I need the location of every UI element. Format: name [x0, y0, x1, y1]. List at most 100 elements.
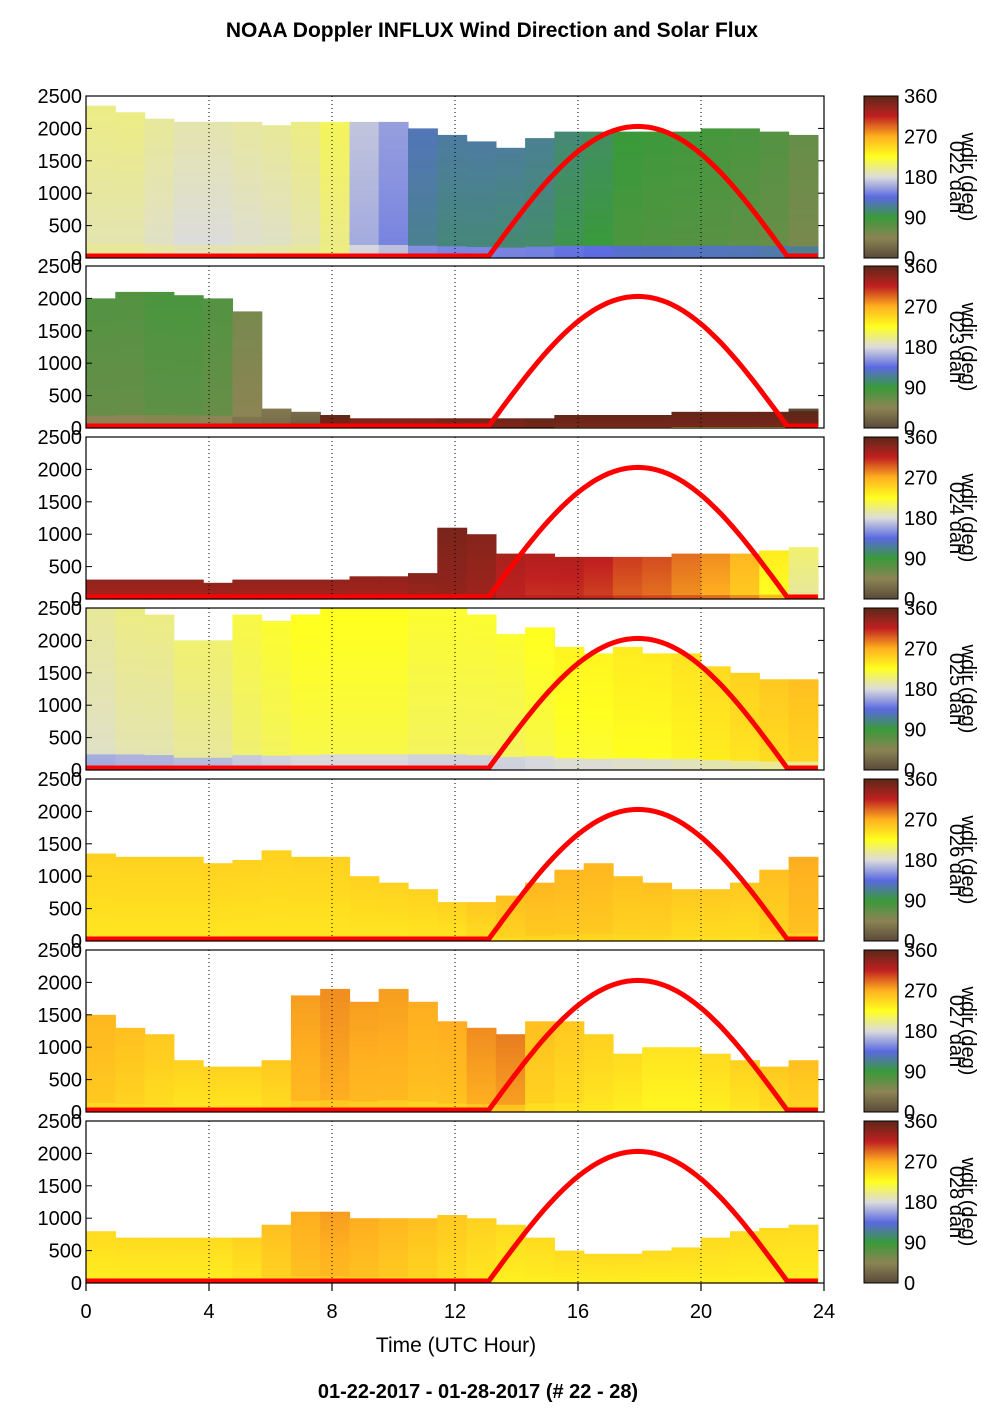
heatmap-cell — [525, 558, 555, 562]
heatmap-cell — [466, 1036, 497, 1041]
heatmap-cell — [115, 1027, 146, 1033]
heatmap-cell — [671, 1069, 702, 1074]
heatmap-cell — [612, 1253, 643, 1256]
heatmap-cell — [583, 1278, 614, 1281]
heatmap-cell — [788, 1245, 819, 1249]
heatmap-cell — [554, 891, 585, 896]
heatmap-cell — [378, 1253, 409, 1258]
heatmap-cell — [437, 165, 468, 173]
heatmap-cell — [290, 217, 321, 225]
heatmap-cell — [759, 880, 790, 885]
heatmap-cell — [788, 898, 819, 904]
heatmap-cell — [408, 721, 438, 731]
heatmap-cell — [554, 677, 585, 685]
heatmap-cell — [495, 553, 526, 557]
heatmap-cell — [349, 1244, 380, 1248]
heatmap-cell — [437, 591, 468, 597]
heatmap-cell — [437, 574, 468, 579]
heatmap-cell — [642, 163, 673, 171]
heatmap-cell — [495, 558, 526, 562]
heatmap-cell — [612, 144, 643, 152]
heatmap-cell — [232, 884, 263, 889]
heatmap-cell — [320, 585, 351, 587]
heatmap-cell — [320, 856, 351, 862]
heatmap-cell — [671, 1105, 702, 1110]
heatmap-cell — [671, 596, 702, 600]
heatmap-cell — [788, 1253, 819, 1258]
colorbar-tick-label: 90 — [904, 549, 926, 571]
heatmap-cell — [261, 688, 292, 697]
heatmap-cell — [759, 138, 790, 145]
heatmap-cell — [583, 575, 614, 579]
heatmap-cell — [583, 584, 614, 587]
heatmap-cell — [642, 1265, 673, 1268]
heatmap-cell — [759, 692, 790, 698]
heatmap-cell — [583, 1077, 614, 1082]
heatmap-cell — [144, 890, 175, 896]
heatmap-cell — [378, 1038, 409, 1045]
heatmap-cell — [320, 656, 351, 666]
heatmap-cell — [232, 1080, 263, 1084]
heatmap-cell — [349, 1234, 380, 1239]
heatmap-cell — [261, 1271, 292, 1275]
heatmap-cell — [671, 904, 702, 908]
heatmap-cell — [408, 1266, 438, 1271]
heatmap-cell — [378, 616, 409, 625]
heatmap-cell — [495, 681, 526, 689]
heatmap-cell — [261, 413, 292, 415]
heatmap-cell — [86, 1262, 116, 1266]
heatmap-cell — [788, 171, 819, 179]
heatmap-cell — [232, 591, 263, 593]
heatmap-cell — [437, 1044, 468, 1050]
heatmap-cell — [173, 149, 204, 157]
heatmap-cell — [320, 624, 351, 633]
heatmap-cell — [642, 1261, 673, 1265]
heatmap-cell — [466, 240, 497, 247]
heatmap-cell — [730, 424, 760, 427]
heatmap-cell — [700, 1244, 731, 1248]
heatmap-cell — [261, 868, 292, 874]
heatmap-cell — [320, 705, 351, 714]
heatmap-cell — [232, 593, 263, 595]
heatmap-cell — [408, 587, 438, 590]
heatmap-cell — [700, 1267, 731, 1270]
heatmap-cell — [115, 915, 146, 921]
heatmap-cell — [759, 567, 790, 571]
colorbar-tick-label: 360 — [904, 427, 937, 449]
heatmap-cell — [700, 1258, 731, 1261]
heatmap-cell — [730, 755, 760, 761]
heatmap-cell — [115, 221, 146, 230]
heatmap-cell — [525, 677, 555, 685]
heatmap-cell — [408, 1276, 438, 1281]
heatmap-cell — [612, 169, 643, 177]
heatmap-cell — [700, 426, 731, 428]
colorbar-tick-label: 90 — [904, 1062, 926, 1084]
heatmap-cell — [642, 1274, 673, 1278]
x-tick-label: 20 — [690, 1301, 712, 1323]
heatmap-cell — [320, 882, 351, 887]
heatmap-cell — [144, 146, 175, 155]
heatmap-cell — [320, 898, 351, 904]
heatmap-cell — [144, 414, 175, 422]
heatmap-cell — [290, 924, 321, 929]
heatmap-cell — [232, 692, 263, 701]
heatmap-cell — [320, 1258, 351, 1263]
heatmap-cell — [554, 573, 585, 577]
heatmap-cell — [642, 415, 673, 417]
heatmap-cell — [261, 1250, 292, 1255]
heatmap-cell — [349, 217, 380, 225]
heatmap-cell — [144, 1273, 175, 1277]
heatmap-cell — [700, 1079, 731, 1084]
heatmap-cell — [144, 591, 175, 593]
heatmap-cell — [730, 920, 760, 925]
heatmap-cell — [115, 907, 146, 913]
heatmap-cell — [437, 1228, 468, 1233]
heatmap-cell — [466, 637, 497, 647]
heatmap-cell — [408, 193, 438, 201]
heatmap-cell — [115, 339, 146, 347]
heatmap-cell — [232, 416, 263, 423]
heatmap-cell — [290, 622, 321, 631]
solar-flux-curve — [86, 806, 818, 942]
heatmap-cell — [378, 1244, 409, 1248]
heatmap-cell — [144, 738, 175, 748]
